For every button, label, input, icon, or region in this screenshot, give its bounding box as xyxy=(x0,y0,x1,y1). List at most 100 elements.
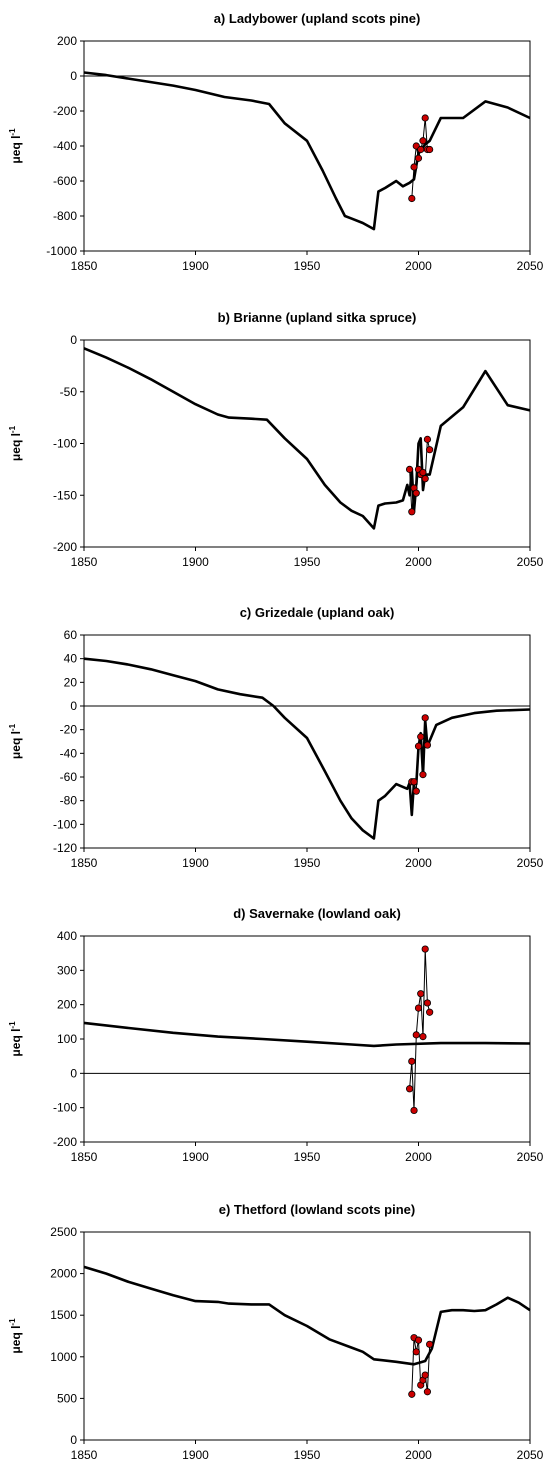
observed-point xyxy=(414,1004,423,1012)
y-tick-label: -20 xyxy=(60,723,78,737)
y-tick-label: 2000 xyxy=(50,1267,77,1281)
observed-point xyxy=(414,154,423,162)
y-axis-label-text: μeq l xyxy=(9,433,23,461)
observed-point xyxy=(417,733,425,741)
chart-title: e) Thetford (lowland scots pine) xyxy=(219,1202,415,1217)
y-axis-label-superscript: -1 xyxy=(8,1318,17,1326)
y-tick-label: -600 xyxy=(53,174,77,188)
x-tick-label: 1850 xyxy=(71,856,98,870)
y-tick-label: -800 xyxy=(53,209,77,223)
plot-frame xyxy=(83,935,531,1143)
y-tick-label: -150 xyxy=(53,488,77,502)
x-tick-label: 2050 xyxy=(517,856,544,870)
y-tick-label: 200 xyxy=(57,34,77,48)
chart-b: b) Brianne (upland sitka spruce) 0 -50 -100… xyxy=(8,310,544,569)
observed-point xyxy=(412,489,420,497)
y-tick-label: -200 xyxy=(53,540,77,554)
y-axis-label-text: μeq l xyxy=(9,731,23,759)
observed-point xyxy=(412,787,420,795)
y-tick-label: 0 xyxy=(70,1433,77,1447)
plot-frame xyxy=(83,634,531,849)
x-tick-label: 1900 xyxy=(182,1150,209,1164)
chart-title: b) Brianne (upland sitka spruce) xyxy=(218,310,417,325)
observed-point xyxy=(421,1371,429,1379)
y-tick-label: 2500 xyxy=(50,1225,77,1239)
observed-point xyxy=(410,1106,418,1115)
chart-d: d) Savernake (lowland oak) 400 300 200 100 0 -… xyxy=(8,906,544,1164)
y-axis-label-superscript: -1 xyxy=(8,1021,17,1029)
observed-point xyxy=(412,1348,420,1356)
y-tick-label: 40 xyxy=(64,652,78,666)
chart-a: a) Ladybower (upland scots pine) 200 0 -200… xyxy=(8,11,544,273)
y-tick-label: -1000 xyxy=(46,244,77,258)
chart-title: c) Grizedale (upland oak) xyxy=(240,605,395,620)
x-tick-label: 2050 xyxy=(517,1150,544,1164)
x-tick-label: 2000 xyxy=(405,555,432,569)
x-tick-label: 2050 xyxy=(517,259,544,273)
observed-point xyxy=(421,114,429,122)
y-tick-label: 100 xyxy=(57,1032,77,1046)
observed-point xyxy=(417,990,425,998)
observed-point xyxy=(405,1085,414,1093)
observed-point xyxy=(423,741,432,749)
x-tick-label: 1950 xyxy=(294,1150,321,1164)
observed-point xyxy=(419,1032,427,1041)
x-tick-label: 1900 xyxy=(182,259,209,273)
observed-point xyxy=(426,446,434,454)
observed-point xyxy=(408,508,416,516)
y-axis-label: μeq l-1 xyxy=(8,128,23,164)
y-axis-label: μeq l-1 xyxy=(8,425,23,461)
chart-title: a) Ladybower (upland scots pine) xyxy=(214,11,421,26)
model-line xyxy=(83,1265,531,1366)
x-tick-label: 1950 xyxy=(294,259,321,273)
y-tick-label: -50 xyxy=(60,385,78,399)
observed-point xyxy=(421,475,429,483)
observed-point xyxy=(426,1340,434,1348)
y-tick-label: -40 xyxy=(60,746,78,760)
y-axis-label: μeq l-1 xyxy=(8,1021,23,1057)
plot-frame xyxy=(83,40,531,252)
observed-point xyxy=(405,465,414,473)
model-line xyxy=(83,657,531,840)
y-axis-label-text: μeq l xyxy=(9,136,23,164)
y-axis-label-superscript: -1 xyxy=(8,128,17,136)
observed-point xyxy=(410,778,418,786)
observed-point xyxy=(417,145,425,154)
observed-point xyxy=(408,1057,416,1065)
x-tick-label: 1850 xyxy=(71,259,98,273)
y-axis-label: μeq l-1 xyxy=(8,723,23,759)
model-line xyxy=(83,347,531,530)
y-tick-label: 300 xyxy=(57,963,77,977)
y-tick-label: 500 xyxy=(57,1391,77,1405)
y-tick-label: 1500 xyxy=(50,1308,77,1322)
x-tick-label: 2000 xyxy=(405,1150,432,1164)
y-tick-label: 200 xyxy=(57,998,77,1012)
y-axis-label-superscript: -1 xyxy=(8,425,17,433)
x-tick-label: 1900 xyxy=(182,856,209,870)
y-tick-label: 0 xyxy=(70,1066,77,1080)
y-tick-label: 400 xyxy=(57,929,77,943)
y-axis-label-text: μeq l xyxy=(9,1029,23,1057)
observed-point xyxy=(419,771,427,779)
model-line xyxy=(83,71,531,231)
x-tick-label: 1900 xyxy=(182,555,209,569)
chart-c: c) Grizedale (upland oak) 60 40 20 0 -20 -40 -6… xyxy=(8,605,544,870)
x-tick-label: 1850 xyxy=(71,1448,98,1462)
x-tick-label: 2000 xyxy=(405,1448,432,1462)
y-tick-label: 0 xyxy=(70,699,77,713)
y-tick-label: 60 xyxy=(64,628,78,642)
x-tick-label: 1950 xyxy=(294,1448,321,1462)
observed-point xyxy=(410,163,418,171)
plot-frame xyxy=(83,1231,531,1441)
y-tick-label: 0 xyxy=(70,69,77,83)
observed-point xyxy=(423,1388,432,1396)
observed-point xyxy=(421,714,429,722)
y-tick-label: -120 xyxy=(53,841,77,855)
chart-e: e) Thetford (lowland scots pine) 2500 2000… xyxy=(8,1202,544,1462)
observed-point xyxy=(408,194,416,203)
y-tick-label: -80 xyxy=(60,794,78,808)
y-tick-label: -200 xyxy=(53,104,77,118)
y-tick-label: -400 xyxy=(53,139,77,153)
y-tick-label: -60 xyxy=(60,770,78,784)
